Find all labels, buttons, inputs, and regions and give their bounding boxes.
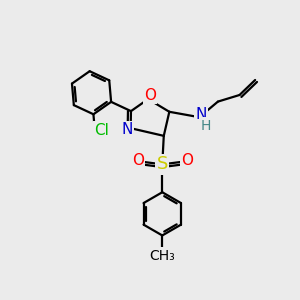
- Text: CH₃: CH₃: [149, 248, 175, 262]
- Text: S: S: [157, 155, 168, 173]
- Text: H: H: [201, 118, 211, 133]
- Text: N: N: [122, 122, 133, 137]
- Text: O: O: [181, 153, 193, 168]
- Text: O: O: [144, 88, 156, 103]
- Text: N: N: [195, 107, 206, 122]
- Text: Cl: Cl: [94, 123, 109, 138]
- Text: O: O: [132, 153, 144, 168]
